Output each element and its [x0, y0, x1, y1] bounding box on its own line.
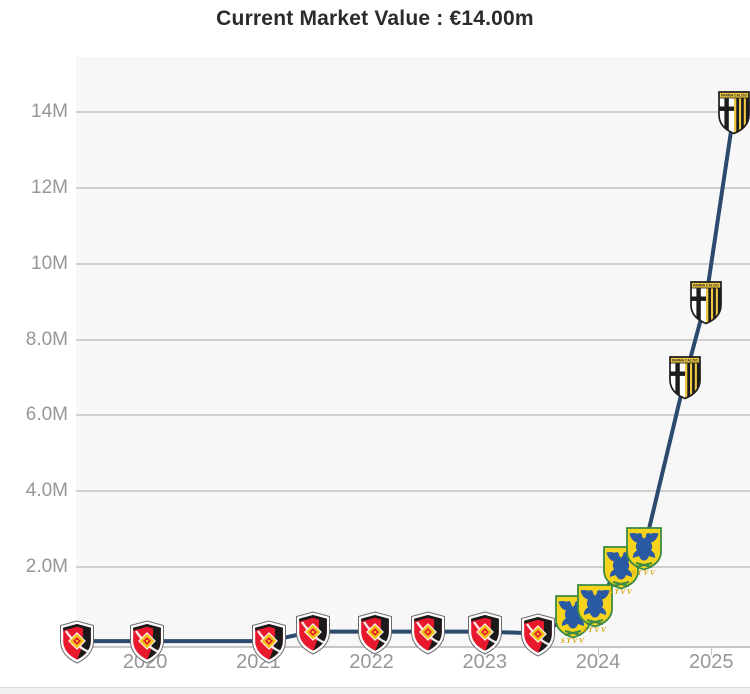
x-axis-label: 2023: [462, 651, 508, 673]
chart-title: Current Market Value : €14.00m: [216, 7, 534, 30]
gridline: [76, 338, 750, 341]
x-axis-tick: [597, 648, 599, 655]
x-axis-tick: [710, 648, 712, 655]
y-axis-label: 2.0M: [25, 556, 68, 578]
range-selector-strip: [0, 687, 750, 694]
marker-urawa-red-diamonds-crest[interactable]: [410, 611, 446, 655]
x-axis-label: 2022: [349, 651, 394, 673]
x-axis-label: 2024: [575, 651, 621, 673]
gridline: [76, 566, 750, 569]
y-axis-label: 12M: [31, 176, 68, 198]
gridline: [76, 262, 750, 265]
marker-urawa-red-diamonds-crest[interactable]: [129, 620, 165, 664]
gridline: [76, 414, 750, 417]
marker-urawa-red-diamonds-crest[interactable]: [251, 620, 287, 664]
y-axis-label: 14M: [31, 100, 68, 122]
marker-urawa-red-diamonds-crest[interactable]: [520, 613, 556, 657]
marker-parma-crest[interactable]: [716, 89, 750, 135]
marker-parma-crest[interactable]: [667, 354, 703, 400]
gridline: [76, 186, 750, 189]
y-axis-label: 10M: [31, 252, 68, 274]
x-axis-line: [76, 646, 750, 648]
marker-urawa-red-diamonds-crest[interactable]: [59, 620, 95, 664]
y-axis-label: 8.0M: [25, 328, 68, 350]
y-axis-label: 6.0M: [25, 404, 68, 426]
marker-urawa-red-diamonds-crest[interactable]: [467, 611, 503, 655]
marker-urawa-red-diamonds-crest[interactable]: [357, 611, 393, 655]
marker-sint-truiden-crest[interactable]: [624, 526, 664, 576]
y-axis-label: 4.0M: [25, 480, 68, 502]
gridline: [76, 110, 750, 113]
gridline: [76, 490, 750, 493]
x-axis-label: 2025: [689, 651, 734, 673]
marker-urawa-red-diamonds-crest[interactable]: [295, 611, 331, 655]
marker-parma-crest[interactable]: [688, 279, 724, 325]
